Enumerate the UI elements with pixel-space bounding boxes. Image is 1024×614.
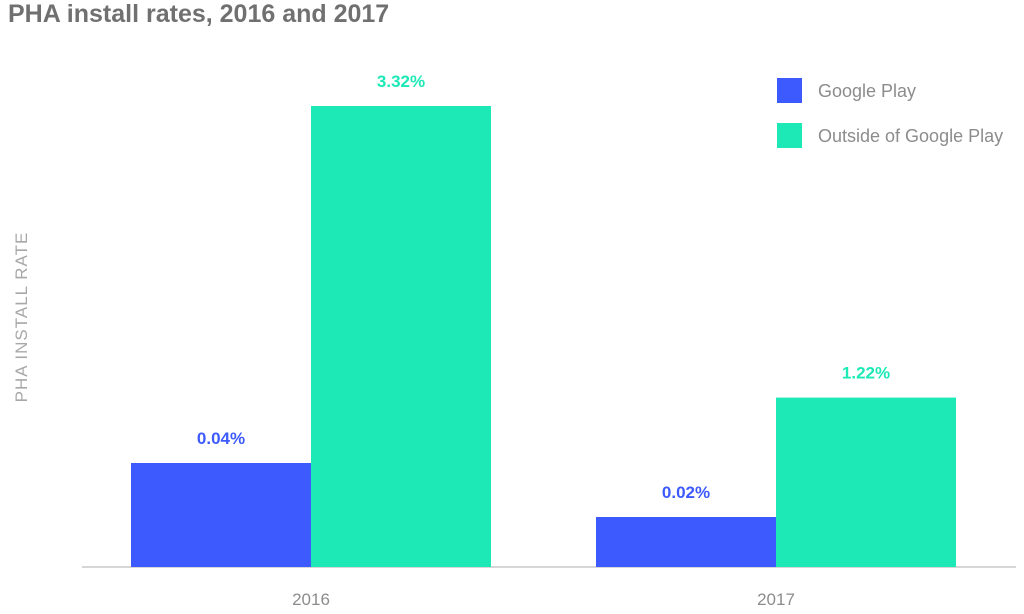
bar-2017-google-play xyxy=(596,517,776,567)
data-label-2016-google-play: 0.04% xyxy=(197,429,245,448)
data-label-2017-google-play: 0.02% xyxy=(662,483,710,502)
bar-2016-google-play xyxy=(131,463,311,567)
bars-group: 0.04% 3.32% 0.02% 1.22% xyxy=(131,72,956,567)
data-label-2016-outside-google-play: 3.32% xyxy=(377,72,425,91)
legend-swatch-google-play xyxy=(777,78,802,103)
legend: Google Play Outside of Google Play xyxy=(777,78,1003,148)
bar-2016-outside-of-google-play xyxy=(311,106,491,567)
y-axis-label: PHA INSTALL RATE xyxy=(12,232,31,403)
legend-label-google-play: Google Play xyxy=(818,81,916,101)
chart-title: PHA install rates, 2016 and 2017 xyxy=(8,0,390,28)
x-tick-label-2017: 2017 xyxy=(757,590,795,609)
legend-swatch-outside-google-play xyxy=(777,123,802,148)
legend-label-outside-google-play: Outside of Google Play xyxy=(818,126,1003,146)
bar-2017-outside-of-google-play xyxy=(776,397,956,567)
data-label-2017-outside-google-play: 1.22% xyxy=(842,364,890,383)
x-tick-label-2016: 2016 xyxy=(292,590,330,609)
